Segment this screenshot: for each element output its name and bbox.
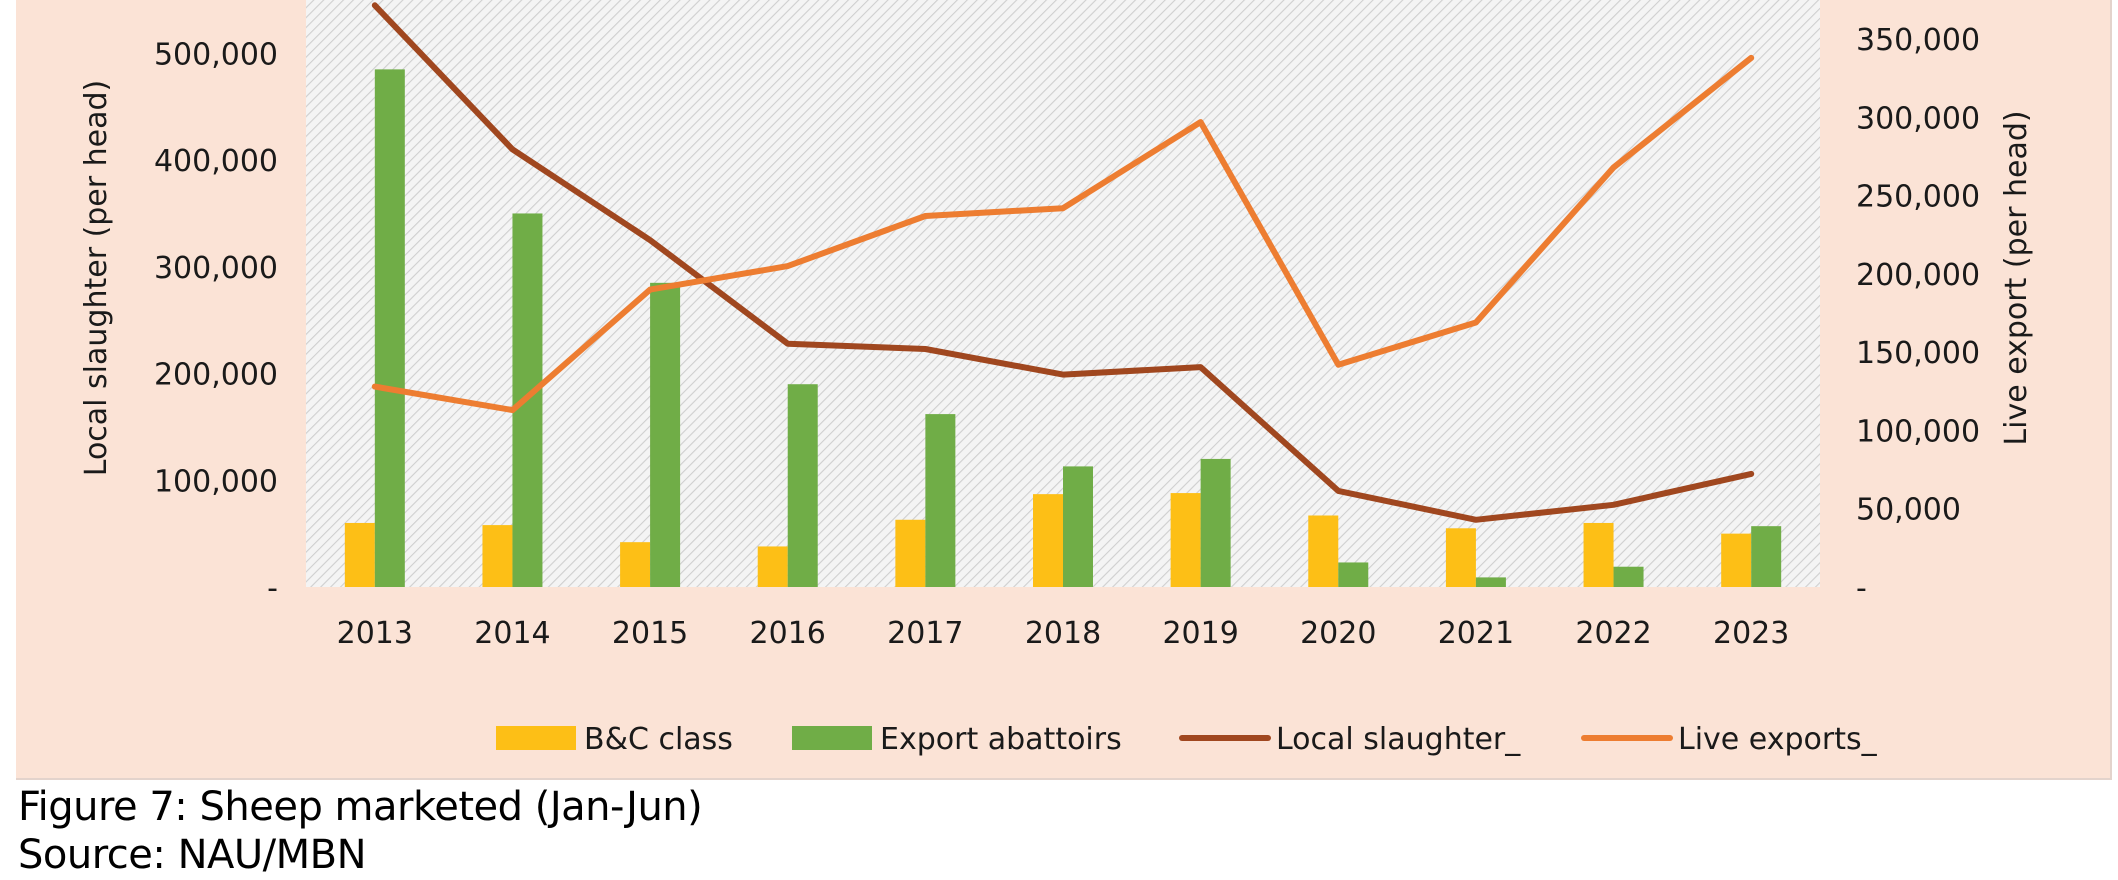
- bars: [344, 69, 1782, 588]
- bar-export-abattoirs-2016: [787, 384, 818, 587]
- x-tick-label: 2013: [337, 616, 413, 651]
- legend-item-live-exports-: Live exports_: [1581, 722, 1878, 757]
- left-axis: - 100,000 200,000 300,000 400,000 500,000: [154, 37, 278, 606]
- y2-tick-label: 200,000: [1856, 258, 1980, 293]
- legend-swatch: [496, 726, 576, 750]
- y-tick-label: 100,000: [154, 464, 278, 499]
- legend-label: Live exports_: [1678, 722, 1878, 757]
- y2-tick-label: 50,000: [1856, 493, 1961, 528]
- y2-tick-label: -: [1856, 571, 1867, 606]
- bar-b-c-class-2018: [1033, 494, 1063, 587]
- x-tick-label: 2019: [1162, 616, 1238, 651]
- x-tick-label: 2018: [1025, 616, 1101, 651]
- y-tick-label: 300,000: [154, 251, 278, 286]
- bar-b-c-class-2021: [1445, 528, 1476, 587]
- bar-export-abattoirs-2017: [925, 414, 956, 587]
- bar-export-abattoirs-2023: [1751, 526, 1782, 587]
- chart: - 100,000 200,000 300,000 400,000 500,000 - 50…: [79, 0, 2034, 757]
- bar-export-abattoirs-2013: [374, 69, 405, 587]
- legend-item-export-abattoirs: Export abattoirs: [792, 722, 1122, 757]
- line-live-exports-: [371, 54, 1755, 414]
- bar-export-abattoirs-2021: [1475, 577, 1506, 587]
- y-tick-label: 500,000: [154, 37, 278, 72]
- x-tick-label: 2017: [887, 616, 963, 651]
- x-tick-label: 2020: [1300, 616, 1376, 651]
- bar-b-c-class-2022: [1583, 522, 1614, 587]
- x-tick-label: 2015: [612, 616, 688, 651]
- y2-tick-label: 100,000: [1856, 414, 1980, 449]
- bar-b-c-class-2020: [1308, 515, 1339, 587]
- x-tick-label: 2022: [1575, 616, 1651, 651]
- y2-tick-label: 150,000: [1856, 336, 1980, 371]
- y-tick-label: 200,000: [154, 358, 278, 393]
- chart-container: - 100,000 200,000 300,000 400,000 500,000 - 50…: [16, 0, 2112, 780]
- y2-tick-label: 250,000: [1856, 180, 1980, 215]
- y-tick-label: -: [267, 571, 278, 606]
- right-axis: - 50,000 100,000 150,000 200,000 250,000 300,0…: [1856, 23, 1980, 606]
- x-tick-label: 2014: [474, 616, 550, 651]
- bar-b-c-class-2015: [620, 542, 651, 587]
- bar-b-c-class-2023: [1721, 533, 1752, 587]
- bar-export-abattoirs-2015: [650, 282, 681, 587]
- x-tick-label: 2023: [1713, 616, 1789, 651]
- bar-export-abattoirs-2018: [1063, 466, 1093, 587]
- bar-b-c-class-2016: [757, 546, 788, 587]
- figure-source: Source: NAU/MBN: [18, 832, 367, 878]
- bar-b-c-class-2019: [1170, 493, 1201, 587]
- legend-item-b-c-class: B&C class: [496, 722, 733, 757]
- y-tick-label: 400,000: [154, 144, 278, 179]
- x-tick-label: 2021: [1438, 616, 1514, 651]
- legend-label: B&C class: [584, 722, 733, 757]
- y2-tick-label: 300,000: [1856, 101, 1980, 136]
- bar-b-c-class-2017: [895, 519, 926, 587]
- bar-export-abattoirs-2022: [1613, 566, 1644, 587]
- legend-swatch: [792, 726, 872, 750]
- legend-label: Local slaughter_: [1276, 722, 1521, 757]
- bar-b-c-class-2014: [482, 525, 513, 587]
- x-axis: 2013 2014 2015 2016 2017 2018 2019 2020 2021 2022…: [337, 616, 1790, 651]
- legend-item-local-slaughter-: Local slaughter_: [1179, 722, 1521, 757]
- x-tick-label: 2016: [750, 616, 826, 651]
- legend-label: Export abattoirs: [880, 722, 1122, 757]
- figure-caption: Figure 7: Sheep marketed (Jan-Jun): [18, 784, 703, 830]
- legend: B&C class Export abattoirs Local slaughter…: [496, 722, 1878, 757]
- y-axis-title: Local slaughter (per head): [79, 80, 114, 476]
- y2-tick-label: 350,000: [1856, 23, 1980, 58]
- line-local-slaughter-: [371, 2, 1755, 523]
- bar-export-abattoirs-2019: [1200, 458, 1231, 587]
- y2-axis-title: Live export (per head): [1999, 110, 2034, 445]
- lines: [371, 2, 1755, 523]
- bar-b-c-class-2013: [344, 522, 375, 587]
- bar-export-abattoirs-2020: [1338, 562, 1369, 587]
